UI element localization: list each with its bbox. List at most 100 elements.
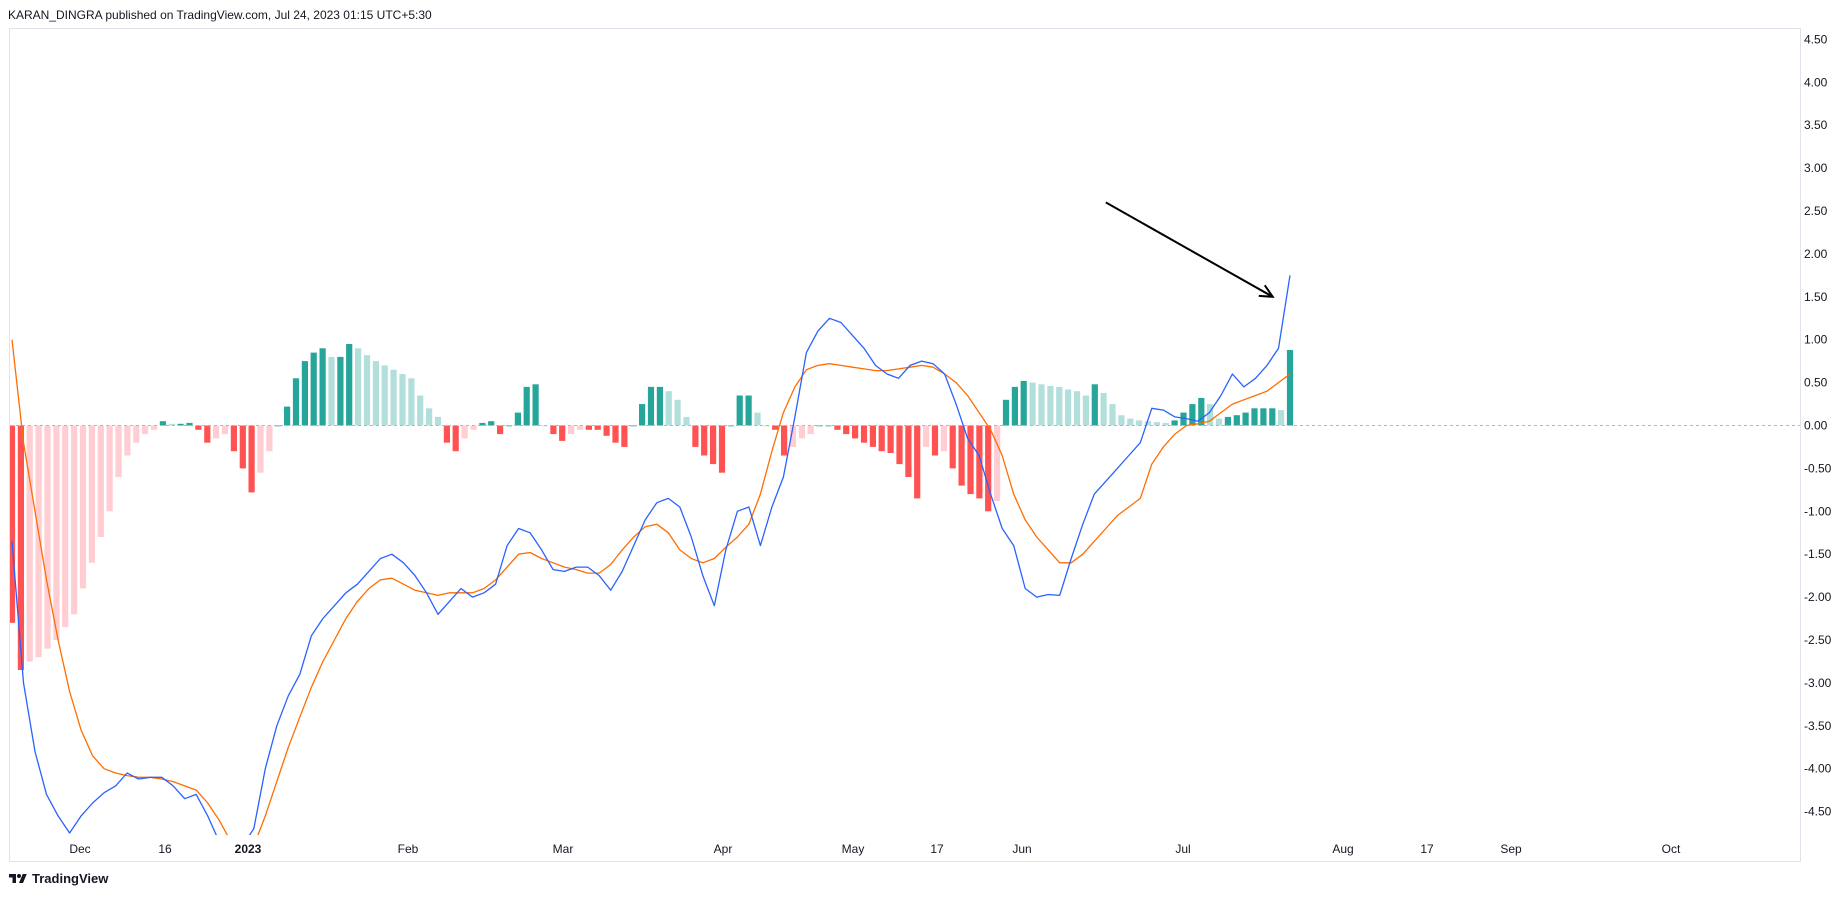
- chart-pane[interactable]: [9, 28, 1801, 862]
- lines-layer: [11, 275, 1291, 835]
- histogram-bar: [976, 425, 983, 499]
- histogram-bar: [514, 412, 521, 426]
- histogram-bar: [532, 384, 539, 426]
- histogram-bar: [62, 425, 69, 628]
- histogram-bar: [834, 425, 841, 430]
- histogram-bar: [204, 425, 211, 443]
- histogram-bar: [35, 425, 42, 658]
- histogram-bar: [115, 425, 122, 477]
- histogram-bar: [1180, 412, 1187, 426]
- histogram-bar: [1207, 404, 1214, 426]
- y-tick-label: 0.50: [1804, 376, 1828, 390]
- histogram-bar: [1269, 408, 1276, 426]
- histogram-bar: [1233, 415, 1240, 426]
- y-tick-label: 1.50: [1804, 290, 1828, 304]
- histogram-bar: [301, 361, 308, 426]
- histogram-bar: [417, 395, 424, 426]
- histogram-bar: [789, 425, 797, 447]
- y-tick-label: 3.50: [1804, 118, 1828, 132]
- histogram-bar: [106, 425, 113, 512]
- y-tick-label: -1.50: [1804, 547, 1832, 561]
- histogram-bar: [656, 386, 663, 426]
- histogram-bar: [878, 425, 885, 452]
- histogram-bar: [372, 361, 379, 426]
- histogram-bar: [718, 425, 726, 473]
- histogram-bar: [292, 378, 300, 426]
- histogram-bar: [434, 416, 442, 426]
- histogram-bar: [381, 365, 388, 426]
- histogram-layer: [10, 344, 1294, 670]
- histogram-bar: [647, 386, 655, 426]
- histogram-bar: [266, 425, 273, 452]
- histogram-bar: [1091, 384, 1098, 426]
- histogram-bar: [53, 425, 60, 640]
- histogram-bar: [44, 425, 51, 649]
- histogram-bar: [363, 355, 371, 426]
- macd-line: [11, 275, 1291, 835]
- y-tick-label: 2.50: [1804, 204, 1828, 218]
- histogram-bar: [1136, 420, 1143, 426]
- histogram-bar: [257, 425, 264, 473]
- histogram-bar: [603, 425, 610, 436]
- histogram-bar: [1162, 422, 1169, 426]
- histogram-bar: [923, 425, 930, 447]
- histogram-bar: [967, 425, 974, 495]
- histogram-bar: [905, 425, 912, 477]
- y-axis: 4.50 4.00 3.50 3.00 2.50 2.00 1.50 1.00 0.50 0.00…: [1804, 32, 1832, 818]
- histogram-bar: [1215, 418, 1223, 426]
- histogram-bar: [159, 421, 166, 426]
- y-tick-label: -2.00: [1804, 590, 1832, 604]
- histogram-bar: [985, 425, 992, 512]
- histogram-bar: [150, 425, 158, 430]
- histogram-bar: [26, 425, 33, 662]
- histogram-bar: [550, 425, 557, 435]
- histogram-bar: [497, 425, 504, 435]
- histogram-bar: [88, 425, 95, 563]
- histogram-bar: [523, 386, 530, 426]
- y-tick-label: 1.00: [1804, 333, 1828, 347]
- y-tick-label: -0.50: [1804, 461, 1832, 475]
- x-tick-label: Feb: [398, 842, 419, 856]
- histogram-bar: [736, 395, 743, 426]
- histogram-bar: [195, 425, 202, 430]
- histogram-bar: [1153, 422, 1160, 426]
- histogram-bar: [860, 425, 868, 443]
- histogram-bar: [1100, 392, 1107, 426]
- histogram-bar: [319, 348, 326, 426]
- histogram-bar: [612, 425, 619, 443]
- histogram-bar: [559, 425, 566, 441]
- histogram-bar: [452, 425, 459, 452]
- x-tick-label: Dec: [69, 842, 90, 856]
- histogram-bar: [931, 425, 939, 456]
- histogram-bar: [1011, 386, 1018, 426]
- histogram-bar: [887, 425, 894, 453]
- histogram-bar: [221, 425, 229, 435]
- annotation-layer: [1105, 201, 1275, 298]
- histogram-bar: [994, 425, 1001, 501]
- histogram-bar: [701, 425, 708, 456]
- histogram-bar: [843, 425, 850, 435]
- histogram-bar: [284, 406, 291, 426]
- histogram-bar: [275, 425, 282, 427]
- histogram-bar: [71, 425, 78, 615]
- histogram-bar: [248, 425, 255, 493]
- signal-line: [11, 339, 1291, 835]
- histogram-bar: [124, 425, 131, 456]
- y-tick-label: 0.00: [1804, 419, 1828, 433]
- histogram-bar: [754, 412, 761, 426]
- y-tick-label: 2.00: [1804, 247, 1828, 261]
- histogram-bar: [310, 352, 317, 426]
- x-axis: Dec 16 2023 Feb Mar Apr May 17 Jun Jul Aug 17 Sep Oct: [69, 842, 1681, 856]
- tradingview-logo[interactable]: TradingView: [8, 871, 108, 886]
- histogram-bar: [79, 425, 87, 589]
- histogram-bar: [1073, 391, 1081, 426]
- histogram-bar: [665, 391, 672, 426]
- histogram-bar: [940, 425, 947, 452]
- histogram-bar: [1278, 410, 1285, 426]
- histogram-bar: [177, 423, 184, 426]
- x-tick-label: Apr: [714, 842, 733, 856]
- histogram-bar: [470, 425, 477, 430]
- histogram-bar: [692, 425, 699, 447]
- histogram-bar: [639, 404, 646, 426]
